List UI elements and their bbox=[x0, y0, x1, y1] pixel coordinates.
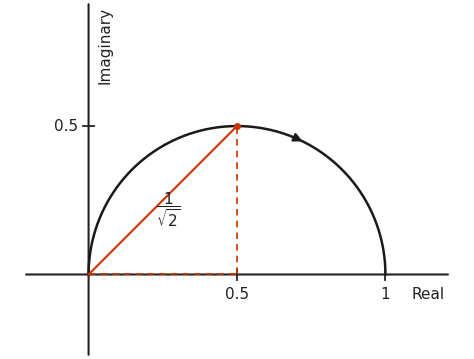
Text: 0.5: 0.5 bbox=[54, 118, 78, 134]
Text: Imaginary: Imaginary bbox=[98, 7, 112, 84]
Text: 0.5: 0.5 bbox=[225, 287, 249, 302]
Text: Real: Real bbox=[412, 287, 445, 302]
Text: $\dfrac{1}{\sqrt{2}}$: $\dfrac{1}{\sqrt{2}}$ bbox=[156, 190, 181, 229]
Text: 1: 1 bbox=[381, 287, 390, 302]
